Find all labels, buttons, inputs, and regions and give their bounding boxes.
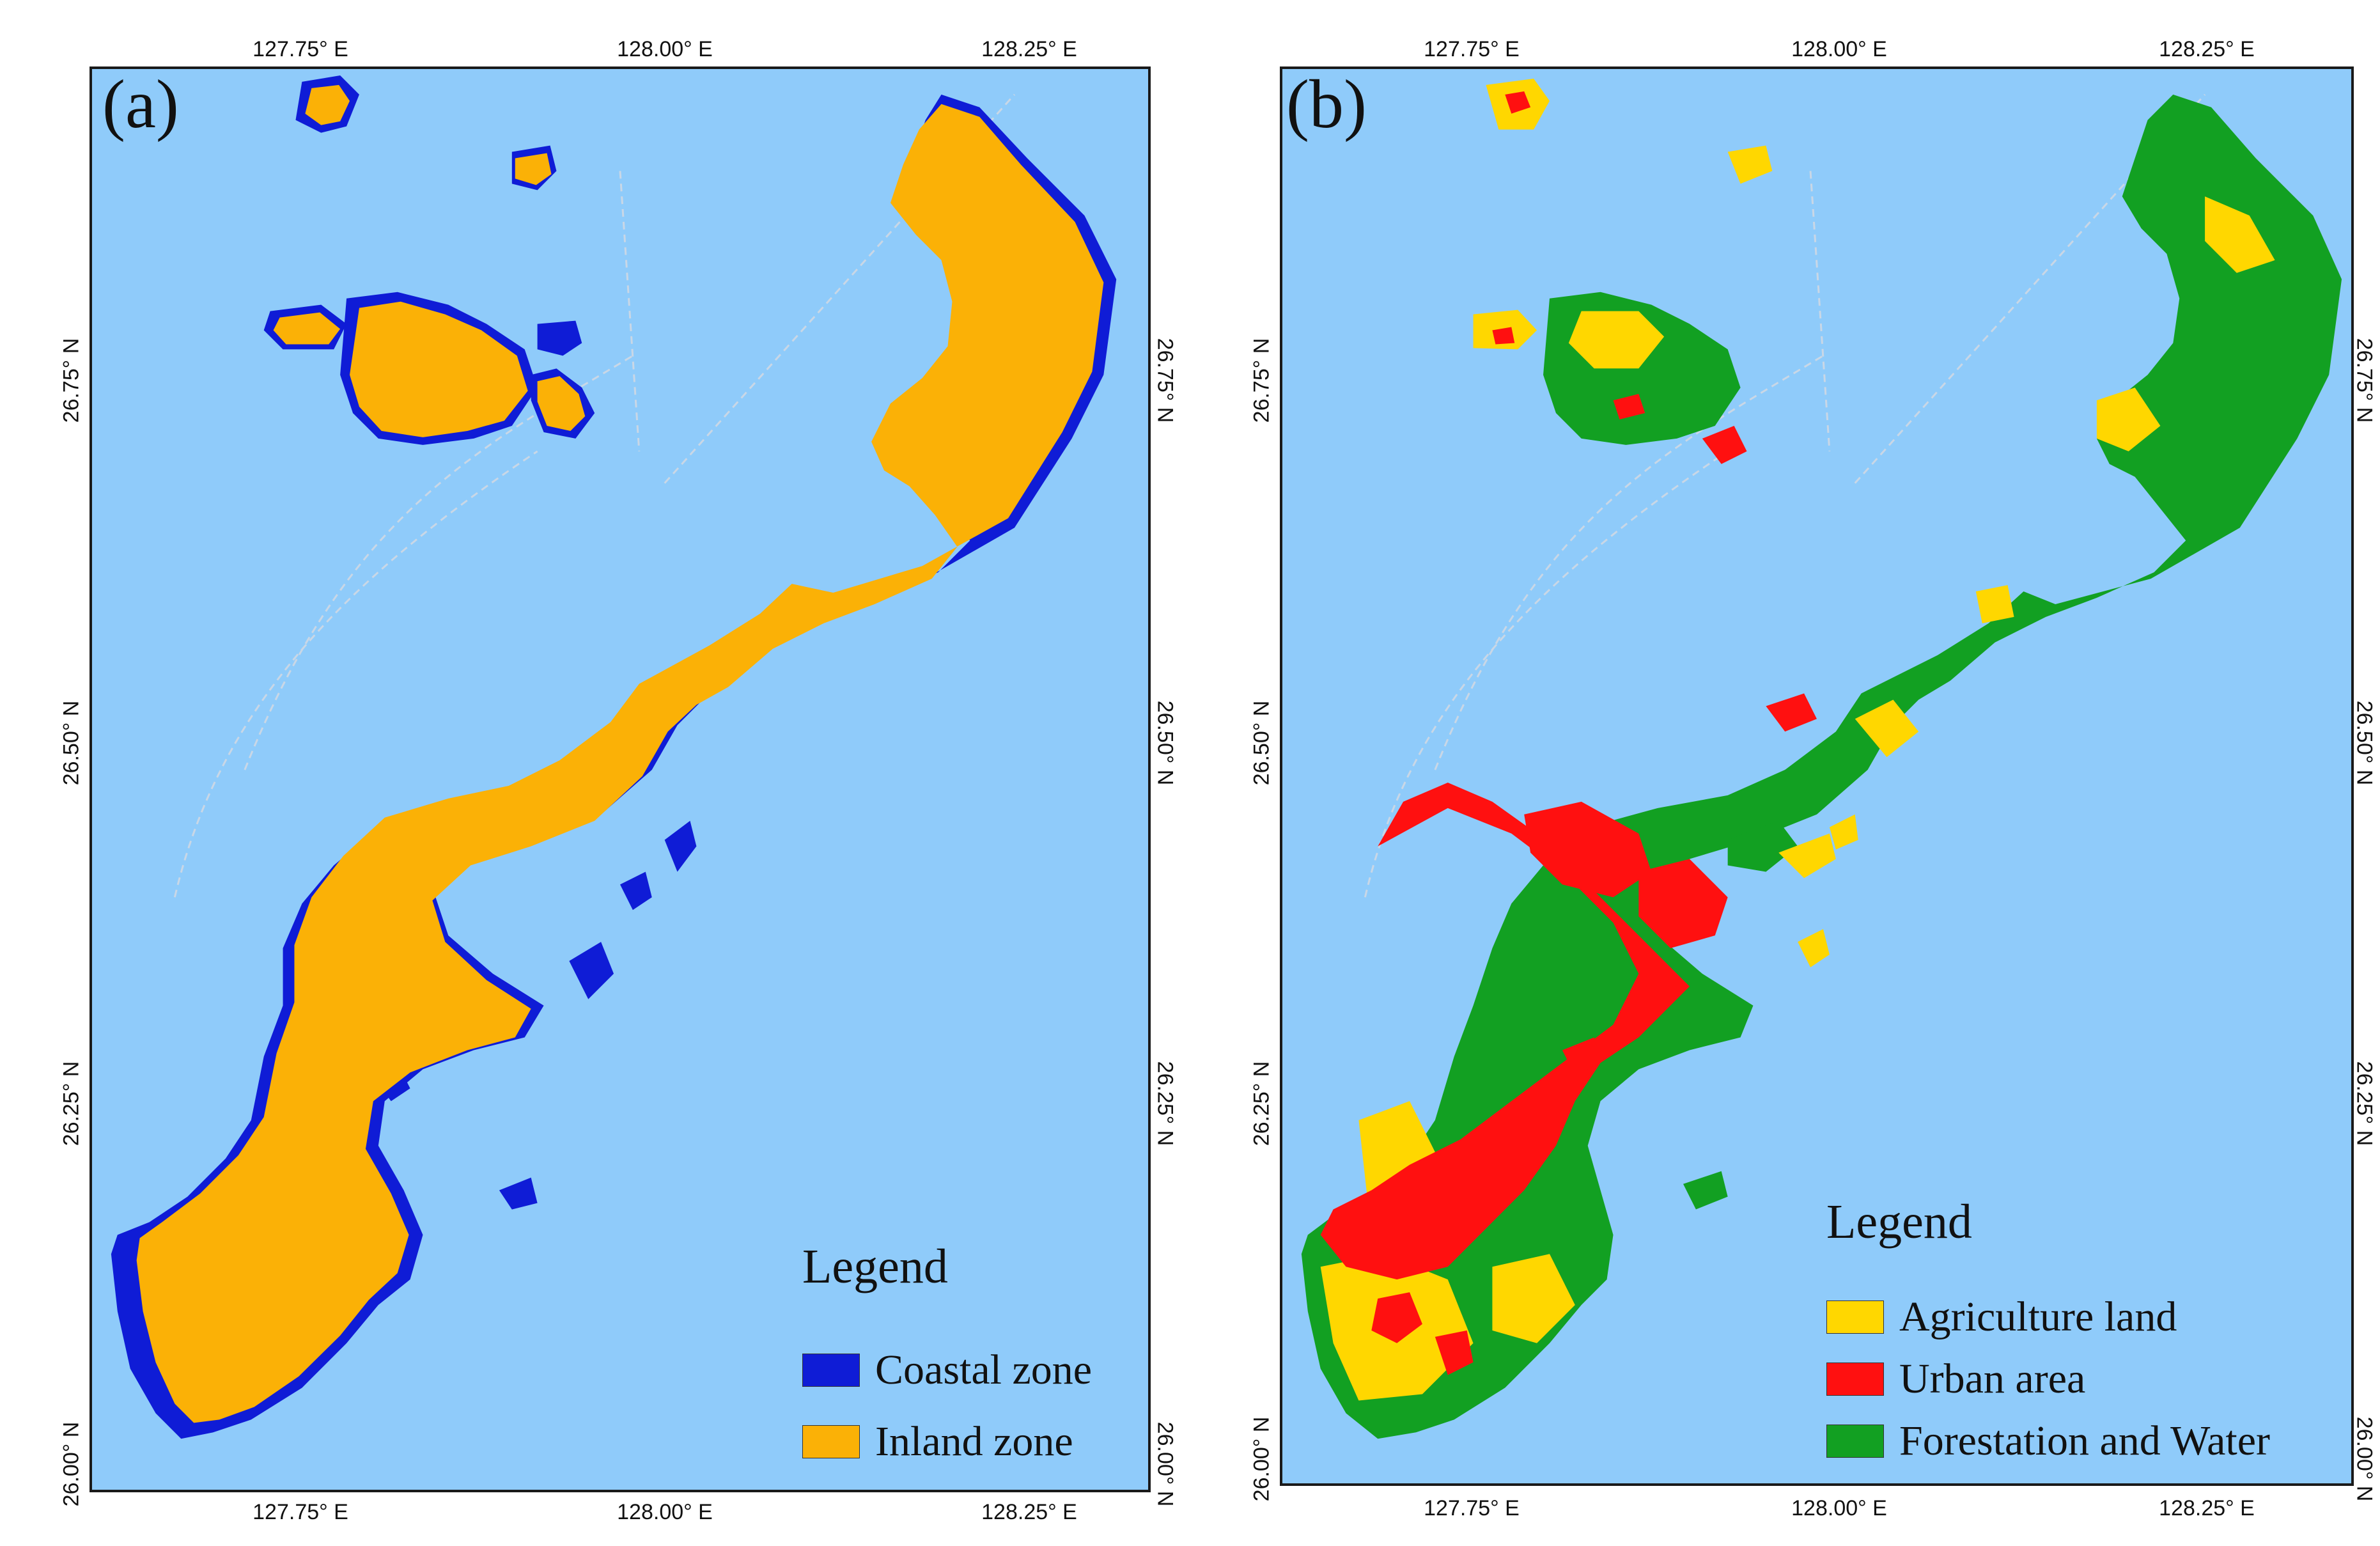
lon-tick-top-3-b: 128.25° E [2159, 37, 2255, 61]
map-canvas-a [111, 75, 1117, 1439]
legend-label-urban: Urban area [1899, 1355, 2086, 1402]
lat-tick-right-2-b: 26.50° N [2352, 700, 2377, 786]
lon-tick-top-3: 128.25° E [981, 37, 1077, 61]
legend-label-agriculture: Agriculture land [1899, 1293, 2177, 1340]
legend-title-a: Legend [802, 1240, 948, 1293]
lon-tick-bottom-1: 127.75° E [253, 1500, 348, 1524]
lat-tick-right-2: 26.50° N [1153, 700, 1178, 786]
lon-tick-top-2: 128.00° E [617, 37, 713, 61]
lat-tick-left-2-b: 26.50° N [1249, 700, 1274, 786]
legend-swatch-urban [1826, 1363, 1884, 1396]
lat-tick-right-4-b: 26.00° N [2352, 1416, 2377, 1502]
lat-tick-left-4-b: 26.00° N [1249, 1416, 1274, 1502]
panel-label-a: (a) [102, 66, 179, 143]
lon-tick-top-1: 127.75° E [253, 37, 348, 61]
legend-item-coastal: Coastal zone [802, 1346, 1092, 1394]
lat-tick-left-3-b: 26.25° N [1249, 1061, 1274, 1146]
lon-tick-bottom-2: 128.00° E [617, 1500, 713, 1524]
lat-tick-right-3: 26.25° N [1153, 1061, 1178, 1146]
map-frame-b [1280, 66, 2354, 1486]
lon-tick-bottom-1-b: 127.75° E [1424, 1496, 1520, 1520]
lat-tick-left-1-b: 26.75° N [1249, 338, 1274, 423]
lon-tick-top-2-b: 128.00° E [1791, 37, 1887, 61]
lat-tick-left-2: 26.50° N [59, 700, 84, 786]
map-canvas-b [1301, 78, 2342, 1439]
legend-label-coastal: Coastal zone [875, 1347, 1093, 1393]
lat-tick-right-1-b: 26.75° N [2352, 338, 2377, 423]
lat-tick-left-1: 26.75° N [59, 338, 84, 423]
legend-swatch-inland [802, 1425, 860, 1458]
legend-title-b: Legend [1826, 1195, 1972, 1249]
map-panel-a: (a) 127.75° E 128.00° E 128.25° E 127.75… [0, 0, 1178, 1546]
lon-tick-bottom-2-b: 128.00° E [1791, 1496, 1887, 1520]
lon-tick-bottom-3: 128.25° E [981, 1500, 1077, 1524]
lat-tick-right-4: 26.00° N [1153, 1421, 1178, 1507]
inland-zone-a [136, 84, 1104, 1423]
legend-label-inland: Inland zone [875, 1418, 1073, 1465]
lat-tick-right-3-b: 26.25° N [2352, 1061, 2377, 1146]
lat-tick-left-3: 26.25° N [59, 1061, 84, 1146]
legend-item-urban: Urban area [1826, 1355, 2085, 1403]
legend-item-inland: Inland zone [802, 1417, 1073, 1466]
legend-item-forest: Forestation and Water [1826, 1417, 2270, 1465]
lon-tick-bottom-3-b: 128.25° E [2159, 1496, 2255, 1520]
map-panel-b: (b) 127.75° E 128.00° E 128.25° E 127.75… [1190, 0, 2380, 1546]
legend-item-agriculture: Agriculture land [1826, 1293, 2177, 1341]
legend-swatch-coastal [802, 1354, 860, 1387]
panel-label-b: (b) [1286, 66, 1367, 143]
lat-tick-left-4: 26.00° N [59, 1421, 84, 1507]
legend-label-forest: Forestation and Water [1899, 1417, 2270, 1464]
map-frame-a [89, 66, 1151, 1492]
lat-tick-right-1: 26.75° N [1153, 338, 1178, 423]
lon-tick-top-1-b: 127.75° E [1424, 37, 1520, 61]
legend-swatch-agriculture [1826, 1300, 1884, 1334]
legend-swatch-forest [1826, 1425, 1884, 1458]
